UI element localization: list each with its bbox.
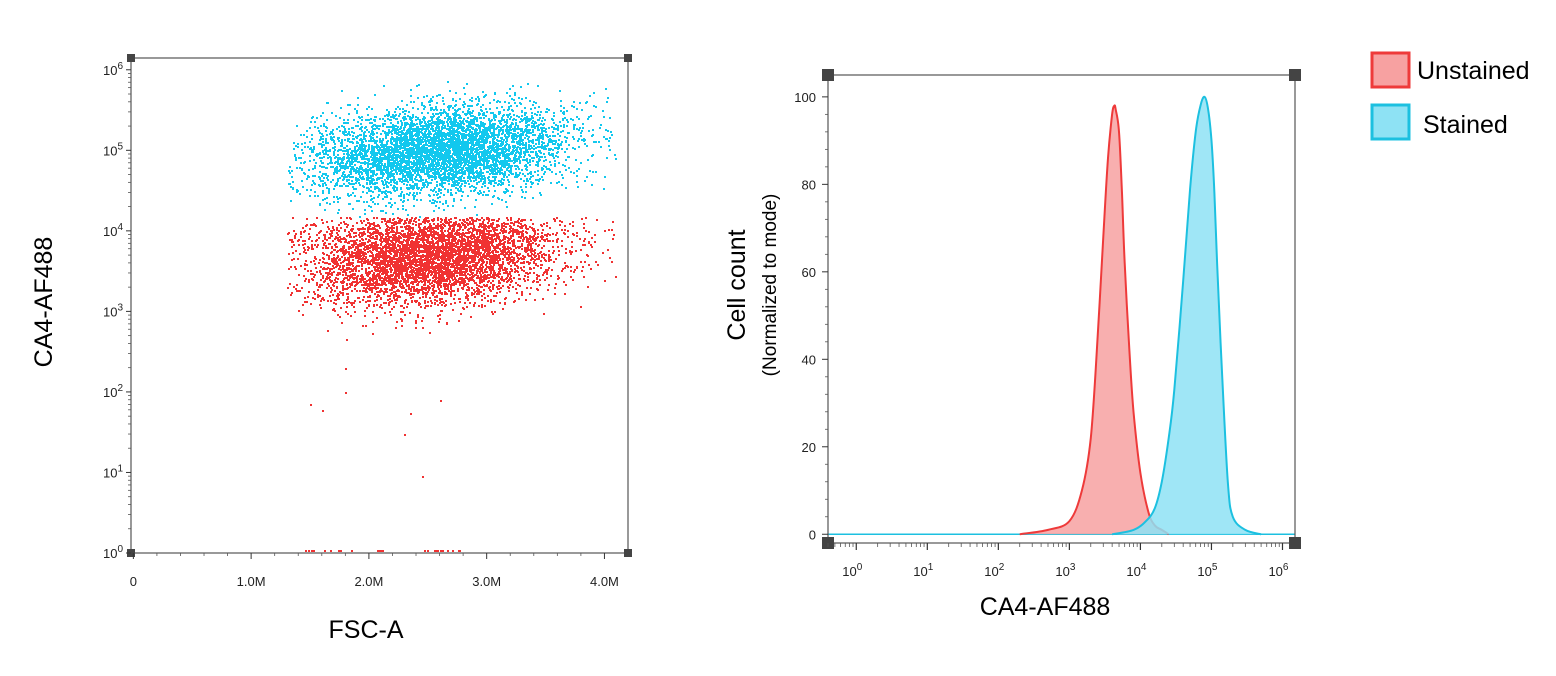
y-tick-label: 100 bbox=[103, 544, 123, 561]
histogram-area-unstained bbox=[1019, 105, 1169, 535]
legend-item-unstained[interactable]: Unstained bbox=[1370, 51, 1530, 89]
histogram-y-axis-sublabel: (Normalized to mode) bbox=[760, 194, 781, 377]
y-tick-label: 101 bbox=[103, 463, 123, 480]
y-tick-label: 102 bbox=[103, 383, 123, 400]
x-tick-label: 0 bbox=[130, 574, 137, 589]
histogram-x-axis: 100 101 102 103 104 105 106 bbox=[827, 543, 1289, 579]
legend-label-stained: Stained bbox=[1423, 111, 1508, 139]
scatter-corner-handle[interactable] bbox=[624, 54, 632, 62]
scatter-x-axis: 0 1.0M 2.0M 3.0M 4.0M bbox=[130, 553, 619, 589]
legend-item-stained[interactable]: Stained bbox=[1370, 103, 1508, 141]
x-tick-label: 3.0M bbox=[472, 574, 501, 589]
x-tick-label: 101 bbox=[913, 562, 933, 579]
scatter-y-axis-label: CA4-AF488 bbox=[30, 237, 58, 368]
legend-swatch-stained bbox=[1370, 103, 1411, 141]
y-tick-label: 80 bbox=[802, 177, 816, 192]
histogram-frame bbox=[827, 74, 1296, 544]
y-tick-label: 0 bbox=[809, 527, 816, 542]
scatter-outlier-point bbox=[440, 400, 442, 402]
x-tick-label: 104 bbox=[1126, 562, 1146, 579]
y-tick-label: 100 bbox=[794, 90, 816, 105]
legend: Unstained Stained bbox=[1370, 51, 1530, 141]
histogram-series bbox=[828, 95, 1295, 536]
scatter-outlier-point bbox=[422, 476, 424, 478]
x-tick-label: 1.0M bbox=[237, 574, 266, 589]
scatter-outlier-point bbox=[345, 392, 347, 394]
scatter-x-axis-label: FSC-A bbox=[329, 616, 404, 644]
histogram-y-axis-label: Cell count bbox=[723, 229, 751, 340]
scatter-outlier-point bbox=[404, 434, 406, 436]
scatter-outlier-point bbox=[310, 404, 312, 406]
scatter-corner-handle[interactable] bbox=[624, 549, 632, 557]
scatter-outlier-point bbox=[345, 368, 347, 370]
legend-swatch-unstained bbox=[1370, 51, 1411, 89]
x-tick-label: 100 bbox=[842, 562, 862, 579]
y-tick-label: 106 bbox=[103, 61, 123, 78]
x-tick-label: 4.0M bbox=[590, 574, 619, 589]
scatter-outliers bbox=[310, 368, 442, 478]
legend-label-unstained: Unstained bbox=[1417, 57, 1530, 85]
y-tick-label: 40 bbox=[802, 352, 816, 367]
x-tick-label: 105 bbox=[1197, 562, 1217, 579]
scatter-y-axis: 100 101 102 103 104 105 106 bbox=[103, 61, 131, 561]
scatter-series-unstained bbox=[287, 217, 617, 341]
x-tick-label: 103 bbox=[1055, 562, 1075, 579]
scatter-corner-handle[interactable] bbox=[127, 54, 135, 62]
scatter-points bbox=[287, 81, 617, 552]
y-tick-label: 105 bbox=[103, 141, 123, 158]
histogram-corner-handle[interactable] bbox=[1289, 69, 1301, 81]
y-tick-label: 20 bbox=[802, 440, 816, 455]
scatter-offscale-events bbox=[305, 550, 461, 552]
scatter-series-stained bbox=[288, 81, 617, 218]
x-tick-label: 2.0M bbox=[354, 574, 383, 589]
histogram-line-unstained bbox=[1019, 104, 1170, 536]
scatter-outlier-point bbox=[322, 410, 324, 412]
x-tick-label: 106 bbox=[1268, 562, 1288, 579]
histogram-plot: 0 20 40 60 80 100 100 101 102 103 104 105 106 CA4-A… bbox=[723, 69, 1301, 621]
x-tick-label: 102 bbox=[984, 562, 1004, 579]
histogram-line-stained bbox=[1111, 95, 1262, 536]
histogram-corner-handle[interactable] bbox=[1289, 537, 1301, 549]
histogram-corner-handle[interactable] bbox=[822, 69, 834, 81]
histogram-y-axis: 0 20 40 60 80 100 bbox=[794, 90, 828, 542]
y-tick-label: 60 bbox=[802, 265, 816, 280]
scatter-outlier-point bbox=[410, 413, 412, 415]
y-tick-label: 104 bbox=[103, 222, 123, 239]
scatter-frame bbox=[130, 57, 629, 554]
y-tick-label: 103 bbox=[103, 302, 123, 319]
histogram-x-axis-label: CA4-AF488 bbox=[980, 593, 1111, 621]
